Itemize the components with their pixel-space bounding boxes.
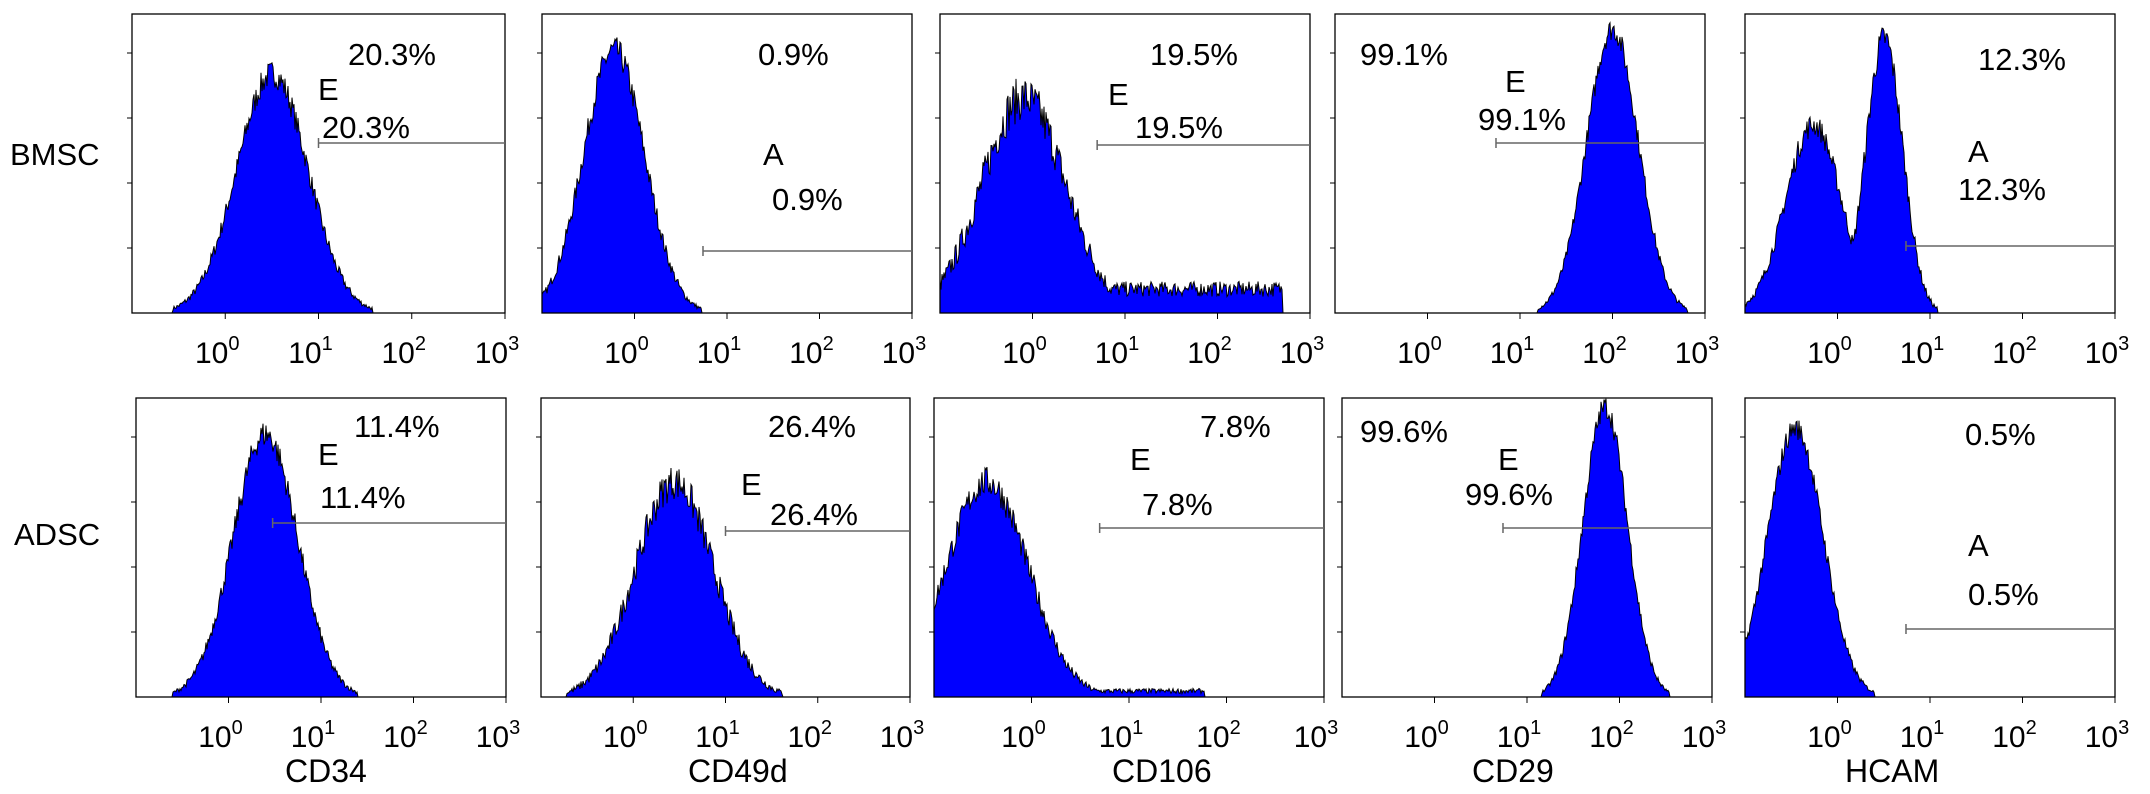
gate-percent-label: 0.5%: [1968, 577, 2039, 612]
gate-percent-label: 11.4%: [320, 480, 406, 515]
marker-percent-label: 0.9%: [758, 37, 829, 72]
marker-name-label: CD106: [1112, 753, 1212, 789]
x-tick-label: 102: [1582, 333, 1627, 370]
marker-name-label: CD34: [285, 753, 367, 789]
gate-letter: A: [1968, 528, 1989, 563]
x-tick-label: 101: [288, 333, 333, 370]
x-tick-label: 100: [198, 717, 243, 754]
x-tick-label: 101: [1095, 333, 1140, 370]
x-tick-label: 103: [1682, 717, 1727, 754]
panel-adsc-cd49d: 100 101 102 103 26.4%E26.4% CD49d: [536, 397, 925, 789]
x-tick-label: 102: [1992, 717, 2037, 754]
x-tick-label: 102: [1589, 717, 1634, 754]
x-tick-label: 100: [603, 717, 648, 754]
marker-percent-label: 0.5%: [1965, 417, 2036, 452]
x-tick-label: 102: [788, 717, 833, 754]
x-tick-label: 102: [1196, 717, 1241, 754]
gate-percent-label: 99.6%: [1465, 477, 1553, 512]
marker-percent-label: 99.1%: [1360, 37, 1448, 72]
gate-percent-label: 20.3%: [322, 110, 410, 145]
gate-letter: E: [1505, 64, 1526, 99]
histogram-area: [541, 37, 912, 314]
marker-percent-label: 99.6%: [1360, 414, 1448, 449]
x-tick-label: 101: [697, 333, 742, 370]
x-tick-label: 101: [1497, 717, 1542, 754]
gate-percent-label: 7.8%: [1142, 487, 1213, 522]
marker-percent-label: 11.4%: [354, 409, 440, 444]
panel-adsc-cd34: 100 101 102 103 11.4% E 11.4% CD34: [131, 397, 521, 789]
gate-percent-label: 19.5%: [1135, 110, 1223, 145]
gate-letter: A: [1968, 134, 1989, 169]
gate-percent-label: 26.4%: [770, 497, 858, 532]
gate-letter: E: [741, 467, 762, 502]
marker-name-label: CD49d: [688, 753, 788, 789]
x-tick-label: 102: [383, 717, 428, 754]
histogram-area: [1744, 420, 2115, 698]
gate-letter: E: [1108, 77, 1129, 112]
histogram-area: [933, 466, 1324, 698]
x-tick-label: 103: [882, 333, 927, 370]
x-tick-label: 102: [789, 333, 834, 370]
marker-percent-label: 26.4%: [768, 409, 856, 444]
x-tick-label: 103: [1294, 717, 1339, 754]
x-tick-label: 100: [1404, 717, 1449, 754]
x-tick-label: 103: [475, 333, 520, 370]
x-tick-label: 102: [1187, 333, 1232, 370]
x-tick-label: 103: [2085, 333, 2130, 370]
x-tick-label: 101: [1099, 717, 1144, 754]
x-tick-label: 101: [1900, 333, 1945, 370]
x-tick-label: 101: [1900, 717, 1945, 754]
x-tick-label: 100: [1807, 333, 1852, 370]
marker-name-label: CD29: [1472, 753, 1554, 789]
x-tick-label: 102: [1992, 333, 2037, 370]
gate-percent-label: 99.1%: [1478, 102, 1566, 137]
gate-letter: E: [318, 72, 339, 107]
x-tick-label: 103: [1280, 333, 1325, 370]
panel-bmsc-cd49d: 100 101 102 103 0.9% A 0.9%: [537, 13, 927, 370]
gate-letter: E: [1130, 442, 1151, 477]
gate-letter: E: [318, 437, 339, 472]
x-tick-label: 101: [291, 717, 336, 754]
gate-letter: E: [1498, 442, 1519, 477]
x-tick-label: 100: [195, 333, 240, 370]
panel-adsc-hcam: 100 101 102 103 0.5% A 0.5% HCAM: [1740, 397, 2130, 789]
x-tick-label: 100: [1001, 717, 1046, 754]
marker-percent-label: 20.3%: [348, 37, 436, 72]
x-tick-label: 103: [2085, 717, 2130, 754]
gate-percent-label: 0.9%: [772, 182, 843, 217]
x-tick-label: 100: [1397, 333, 1442, 370]
x-tick-label: 103: [880, 717, 925, 754]
panel-adsc-cd106: 100 101 102 103 7.8% E 7.8% CD106: [929, 397, 1339, 789]
x-tick-label: 101: [1490, 333, 1535, 370]
row-label-bmsc: BMSC: [10, 137, 100, 172]
x-tick-label: 100: [1807, 717, 1852, 754]
x-tick-label: 100: [604, 333, 649, 370]
x-tick-label: 102: [382, 333, 427, 370]
x-tick-label: 103: [476, 717, 521, 754]
row-label-adsc: ADSC: [14, 517, 100, 552]
x-tick-label: 101: [695, 717, 740, 754]
marker-percent-label: 12.3%: [1978, 42, 2066, 77]
marker-percent-label: 19.5%: [1150, 37, 1238, 72]
gate-letter: A: [763, 137, 784, 172]
marker-name-label: HCAM: [1845, 753, 1939, 789]
gate-percent-label: 12.3%: [1958, 172, 2046, 207]
x-tick-label: 103: [1675, 333, 1720, 370]
histogram-area: [939, 78, 1310, 314]
marker-percent-label: 7.8%: [1200, 409, 1271, 444]
x-tick-label: 100: [1002, 333, 1047, 370]
